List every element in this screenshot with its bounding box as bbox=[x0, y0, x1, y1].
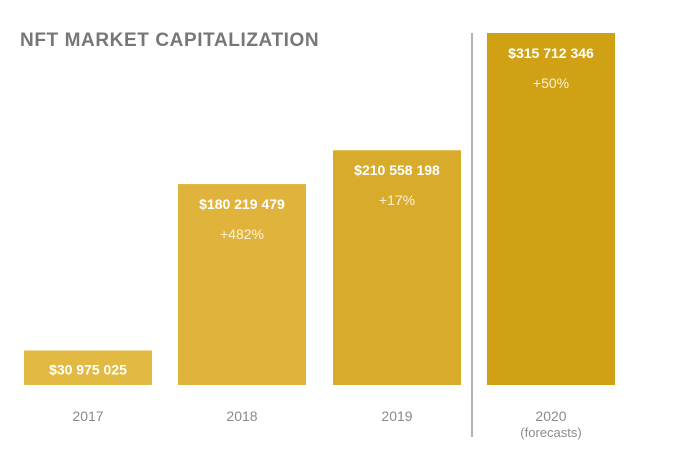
growth-label-2020: +50% bbox=[533, 75, 569, 91]
bar-2018 bbox=[178, 184, 306, 385]
growth-label-2019: +17% bbox=[379, 192, 415, 208]
x-tick-label-2019: 2019 bbox=[381, 408, 412, 424]
value-label-2017: $30 975 025 bbox=[49, 362, 127, 378]
value-label-2020: $315 712 346 bbox=[508, 45, 594, 61]
x-tick-sublabel-2020: (forecasts) bbox=[520, 425, 581, 440]
value-label-2019: $210 558 198 bbox=[354, 162, 440, 178]
growth-label-2018: +482% bbox=[220, 226, 264, 242]
x-tick-label-2018: 2018 bbox=[226, 408, 257, 424]
x-tick-label-2020: 2020 bbox=[535, 408, 566, 424]
bar-2019 bbox=[333, 150, 461, 385]
x-tick-label-2017: 2017 bbox=[72, 408, 103, 424]
bar-2020 bbox=[487, 33, 615, 385]
bar-2017 bbox=[24, 350, 152, 385]
chart-title: NFT MARKET CAPITALIZATION bbox=[20, 30, 320, 51]
value-label-2018: $180 219 479 bbox=[199, 196, 285, 212]
